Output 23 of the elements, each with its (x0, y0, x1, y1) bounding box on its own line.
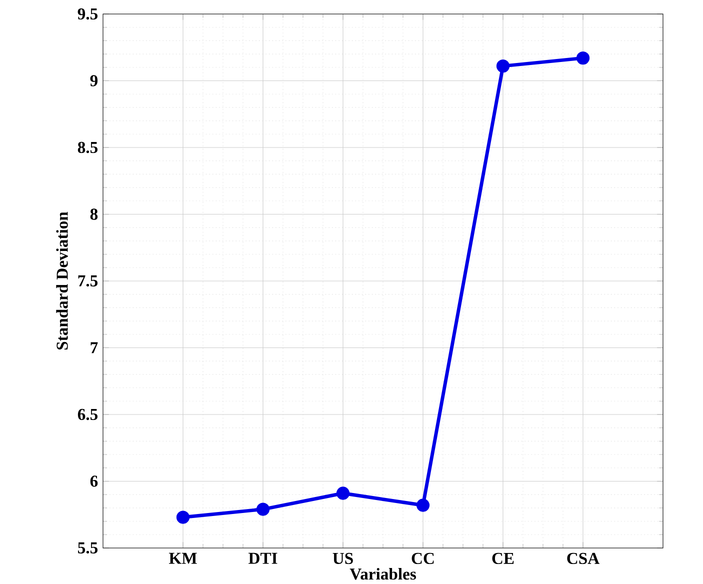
x-tick-label: CSA (567, 552, 600, 564)
x-tick-label: CE (492, 552, 514, 564)
x-axis-title: Variables (350, 568, 416, 580)
point (256, 502, 270, 516)
point (336, 486, 350, 500)
y-tick-label: 7.5 (78, 275, 98, 286)
y-tick-label: 6 (90, 475, 98, 487)
point (416, 498, 430, 512)
x-tick-label: CC (412, 552, 434, 564)
y-tick-label: 6.5 (78, 408, 98, 420)
y-tick-label: 5.5 (78, 542, 98, 554)
y-tick-label: 8.5 (78, 142, 98, 153)
point (176, 510, 190, 524)
x-tick-label: KM (168, 552, 197, 564)
point (576, 51, 590, 64)
x-tick-label: US (332, 552, 353, 564)
point (496, 59, 510, 72)
y-tick-label: 9.5 (78, 8, 98, 20)
x-tick-label: DTI (248, 552, 278, 564)
y-tick-label: 8 (90, 208, 98, 220)
y-tick-label: 7 (90, 342, 98, 353)
y-tick-label: 9 (90, 74, 98, 86)
y-axis-title: Standard Deviation (56, 212, 68, 350)
